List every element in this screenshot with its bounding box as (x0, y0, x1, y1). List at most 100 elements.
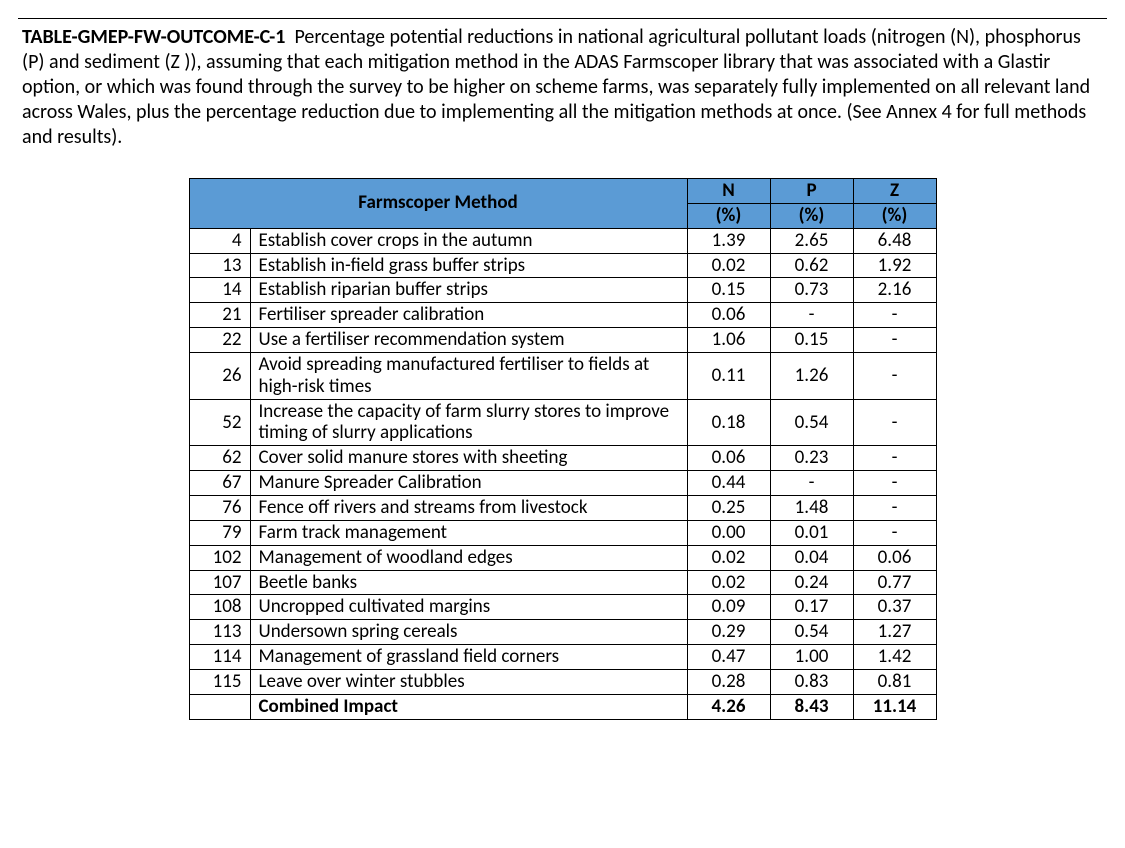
col-header-z: Z (853, 179, 936, 204)
cell-p: 1.48 (770, 495, 853, 520)
col-header-p: P (770, 179, 853, 204)
cell-z: - (853, 520, 936, 545)
cell-n: 0.11 (687, 352, 770, 399)
table-row: 4Establish cover crops in the autumn1.39… (189, 228, 936, 253)
col-header-z-unit: (%) (853, 203, 936, 228)
cell-p: 0.73 (770, 278, 853, 303)
cell-n: 0.44 (687, 471, 770, 496)
cell-z: 6.48 (853, 228, 936, 253)
table-row: 113Undersown spring cereals0.290.541.27 (189, 620, 936, 645)
cell-n: 0.06 (687, 446, 770, 471)
table-row: 107Beetle banks0.020.240.77 (189, 570, 936, 595)
cell-z: 0.06 (853, 545, 936, 570)
cell-id: 26 (189, 352, 250, 399)
cell-p: 1.00 (770, 645, 853, 670)
cell-p: 0.62 (770, 253, 853, 278)
cell-p: 1.26 (770, 352, 853, 399)
cell-method: Establish in-field grass buffer strips (250, 253, 687, 278)
table-row: 115Leave over winter stubbles0.280.830.8… (189, 669, 936, 694)
cell-method: Management of woodland edges (250, 545, 687, 570)
cell-id: 4 (189, 228, 250, 253)
cell-z: 0.77 (853, 570, 936, 595)
cell-n: 0.29 (687, 620, 770, 645)
cell-method: Management of grassland field corners (250, 645, 687, 670)
cell-z: - (853, 328, 936, 353)
cell-method: Leave over winter stubbles (250, 669, 687, 694)
table-row: 76Fence off rivers and streams from live… (189, 495, 936, 520)
cell-id: 102 (189, 545, 250, 570)
table-row: 22Use a fertiliser recommendation system… (189, 328, 936, 353)
cell-z: 1.27 (853, 620, 936, 645)
table-row: 62Cover solid manure stores with sheetin… (189, 446, 936, 471)
cell-n: 0.18 (687, 399, 770, 446)
cell-id: 22 (189, 328, 250, 353)
cell-z: 1.92 (853, 253, 936, 278)
cell-n: 0.15 (687, 278, 770, 303)
table-header-row-1: Farmscoper Method N P Z (189, 179, 936, 204)
cell-z: - (853, 495, 936, 520)
cell-n: 0.00 (687, 520, 770, 545)
table-row: 13Establish in-field grass buffer strips… (189, 253, 936, 278)
cell-p: 0.24 (770, 570, 853, 595)
cell-z: - (853, 303, 936, 328)
cell-id: 79 (189, 520, 250, 545)
table-row: 67Manure Spreader Calibration0.44-- (189, 471, 936, 496)
cell-p: - (770, 471, 853, 496)
cell-id: 67 (189, 471, 250, 496)
cell-n: 0.47 (687, 645, 770, 670)
col-header-n-unit: (%) (687, 203, 770, 228)
table-id: TABLE-GMEP-FW-OUTCOME-C-1 (22, 25, 285, 49)
cell-method: Uncropped cultivated margins (250, 595, 687, 620)
cell-p: 0.83 (770, 669, 853, 694)
cell-z: - (853, 446, 936, 471)
cell-id: 115 (189, 669, 250, 694)
farmscoper-table: Farmscoper Method N P Z (%) (%) (%) 4Est… (189, 178, 937, 720)
cell-method: Manure Spreader Calibration (250, 471, 687, 496)
table-row: 102Management of woodland edges0.020.040… (189, 545, 936, 570)
cell-method: Establish cover crops in the autumn (250, 228, 687, 253)
cell-method: Establish riparian buffer strips (250, 278, 687, 303)
cell-id: 14 (189, 278, 250, 303)
cell-z: 2.16 (853, 278, 936, 303)
cell-p: 0.17 (770, 595, 853, 620)
table-body: 4Establish cover crops in the autumn1.39… (189, 228, 936, 719)
cell-z: 11.14 (853, 694, 936, 719)
cell-z: 1.42 (853, 645, 936, 670)
cell-n: 4.26 (687, 694, 770, 719)
cell-id: 21 (189, 303, 250, 328)
table-row-combined: Combined Impact4.268.4311.14 (189, 694, 936, 719)
top-rule (18, 18, 1107, 19)
cell-method: Combined Impact (250, 694, 687, 719)
col-header-p-unit: (%) (770, 203, 853, 228)
cell-method: Avoid spreading manufactured fertiliser … (250, 352, 687, 399)
cell-n: 0.02 (687, 570, 770, 595)
cell-z: - (853, 471, 936, 496)
table-row: 26Avoid spreading manufactured fertilise… (189, 352, 936, 399)
col-header-method: Farmscoper Method (189, 179, 687, 229)
table-row: 79Farm track management0.000.01- (189, 520, 936, 545)
cell-z: 0.37 (853, 595, 936, 620)
cell-method: Use a fertiliser recommendation system (250, 328, 687, 353)
cell-id (189, 694, 250, 719)
table-row: 108Uncropped cultivated margins0.090.170… (189, 595, 936, 620)
cell-p: 0.54 (770, 399, 853, 446)
table-row: 114Management of grassland field corners… (189, 645, 936, 670)
cell-n: 1.39 (687, 228, 770, 253)
cell-z: - (853, 399, 936, 446)
cell-n: 0.25 (687, 495, 770, 520)
cell-p: 8.43 (770, 694, 853, 719)
cell-n: 0.06 (687, 303, 770, 328)
table-row: 14Establish riparian buffer strips0.150.… (189, 278, 936, 303)
cell-n: 1.06 (687, 328, 770, 353)
cell-n: 0.02 (687, 253, 770, 278)
col-header-n: N (687, 179, 770, 204)
cell-method: Fertiliser spreader calibration (250, 303, 687, 328)
cell-method: Farm track management (250, 520, 687, 545)
cell-id: 52 (189, 399, 250, 446)
cell-p: - (770, 303, 853, 328)
cell-id: 113 (189, 620, 250, 645)
cell-z: - (853, 352, 936, 399)
cell-p: 0.04 (770, 545, 853, 570)
cell-p: 0.23 (770, 446, 853, 471)
cell-method: Beetle banks (250, 570, 687, 595)
